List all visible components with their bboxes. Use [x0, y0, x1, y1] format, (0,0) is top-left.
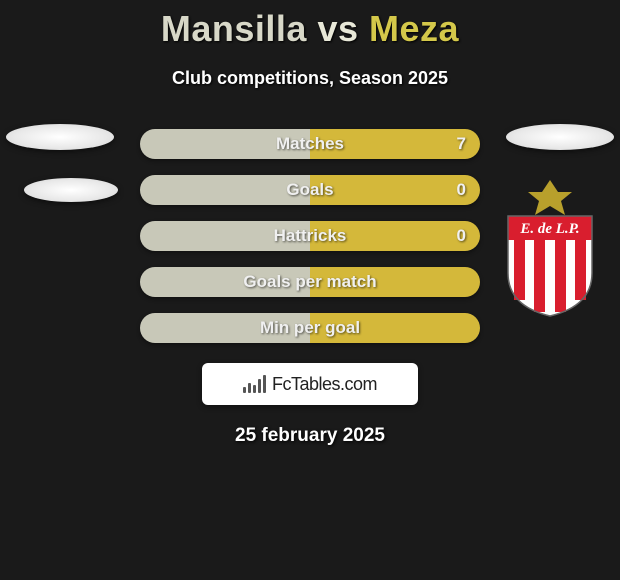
player1-photo-placeholder: [6, 124, 114, 150]
fctables-badge: FcTables.com: [202, 363, 418, 405]
stat-row: Goals 0: [140, 175, 480, 205]
date-text: 25 february 2025: [0, 425, 620, 447]
stat-label: Matches: [276, 134, 344, 154]
stat-row: Hattricks 0: [140, 221, 480, 251]
svg-text:E. de L.P.: E. de L.P.: [519, 221, 579, 237]
stat-right-value: 0: [457, 226, 466, 246]
player2-name: Meza: [369, 8, 459, 49]
stat-label: Goals: [286, 180, 333, 200]
competition-subtitle: Club competitions, Season 2025: [0, 68, 620, 89]
stat-label: Goals per match: [243, 272, 376, 292]
stat-row: Min per goal: [140, 313, 480, 343]
stat-row: Goals per match: [140, 267, 480, 297]
stat-row: Matches 7: [140, 129, 480, 159]
comparison-title: Mansilla vs Meza: [0, 0, 620, 50]
player1-club-placeholder: [24, 178, 118, 202]
player2-club-crest: E. de L.P.: [500, 178, 600, 318]
stat-right-value: 0: [457, 180, 466, 200]
stat-label: Min per goal: [260, 318, 360, 338]
stat-right-value: 7: [457, 134, 466, 154]
player2-photo-placeholder: [506, 124, 614, 150]
vs-text: vs: [317, 8, 358, 49]
brand-text: FcTables.com: [272, 374, 377, 395]
stat-label: Hattricks: [274, 226, 347, 246]
player1-name: Mansilla: [161, 8, 307, 49]
chart-icon: [243, 375, 266, 393]
